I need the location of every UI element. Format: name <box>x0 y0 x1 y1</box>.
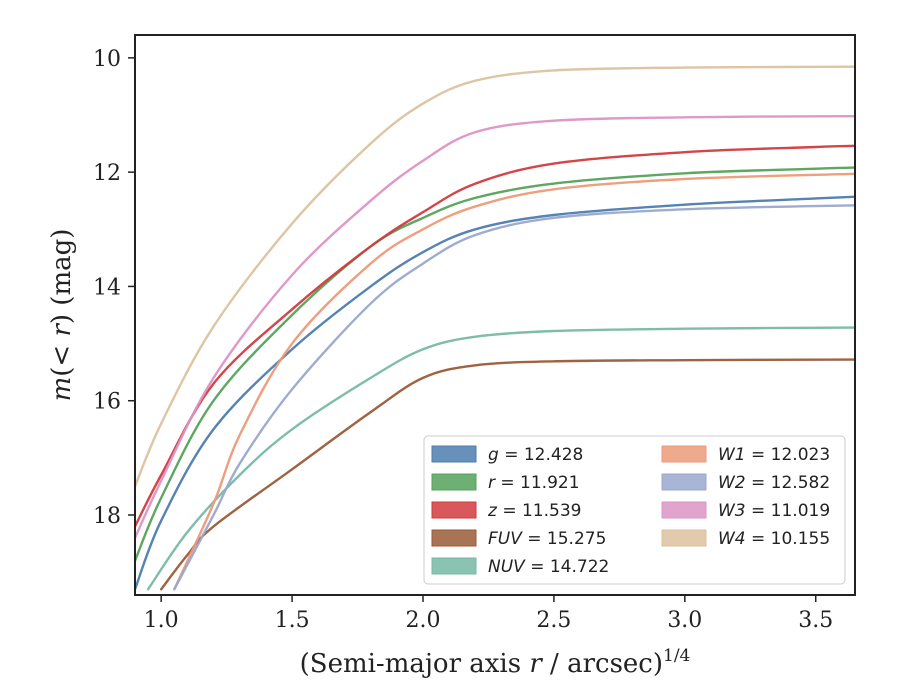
series-line-w4 <box>135 65 855 488</box>
y-tick-label: 10 <box>93 47 121 72</box>
legend-swatch-z <box>431 501 477 519</box>
series-line-g <box>135 195 855 591</box>
legend-label-w3: W3 = 11.019 <box>718 501 830 521</box>
legend-label-w2: W2 = 12.582 <box>718 473 830 493</box>
legend-swatch-fuv <box>431 529 477 547</box>
legend: g = 12.428 r = 11.921 z = 11.539 FUV = 15.2… <box>423 435 846 585</box>
series-line-w1 <box>173 172 855 591</box>
legend-label-g: g = 12.428 <box>488 445 583 465</box>
series-line-nuv <box>146 326 855 591</box>
y-tick-label: 16 <box>93 390 121 415</box>
series-line-fuv <box>159 358 855 591</box>
legend-swatch-g <box>431 445 477 463</box>
legend-label-fuv: FUV = 15.275 <box>488 529 606 549</box>
y-tick-label: 12 <box>93 161 121 186</box>
legend-swatch-r <box>431 473 477 491</box>
x-tick-label: 3.5 <box>798 608 833 633</box>
series-line-w2 <box>173 204 855 591</box>
legend-label-z: z = 11.539 <box>487 501 581 521</box>
x-tick-label: 3.0 <box>667 608 702 633</box>
x-tick-label: 1.0 <box>144 608 179 633</box>
series-line-w3 <box>135 114 855 540</box>
x-axis-title: (Semi-major axis r / arcsec)1/4 <box>300 646 691 679</box>
legend-label-w4: W4 = 10.155 <box>718 529 830 549</box>
legend-swatch-w2 <box>661 473 707 491</box>
y-tick-label: 18 <box>93 504 121 529</box>
plot-frame <box>134 34 856 596</box>
legend-label-nuv: NUV = 14.722 <box>488 557 609 577</box>
x-tick-label: 2.5 <box>536 608 571 633</box>
legend-label-w1: W1 = 12.023 <box>718 445 830 465</box>
legend-swatch-w3 <box>661 501 707 519</box>
x-tick-label: 2.0 <box>406 608 441 633</box>
series-line-r <box>135 166 855 562</box>
legend-swatch-w1 <box>661 445 707 463</box>
legend-swatch-w4 <box>661 529 707 547</box>
legend-swatch-nuv <box>431 557 477 575</box>
legend-label-r: r = 11.921 <box>488 473 580 493</box>
x-tick-label: 1.5 <box>275 608 310 633</box>
y-axis-title: m(< r) (mag) <box>47 229 77 402</box>
y-tick-label: 14 <box>93 275 121 300</box>
legend-box <box>423 435 846 585</box>
